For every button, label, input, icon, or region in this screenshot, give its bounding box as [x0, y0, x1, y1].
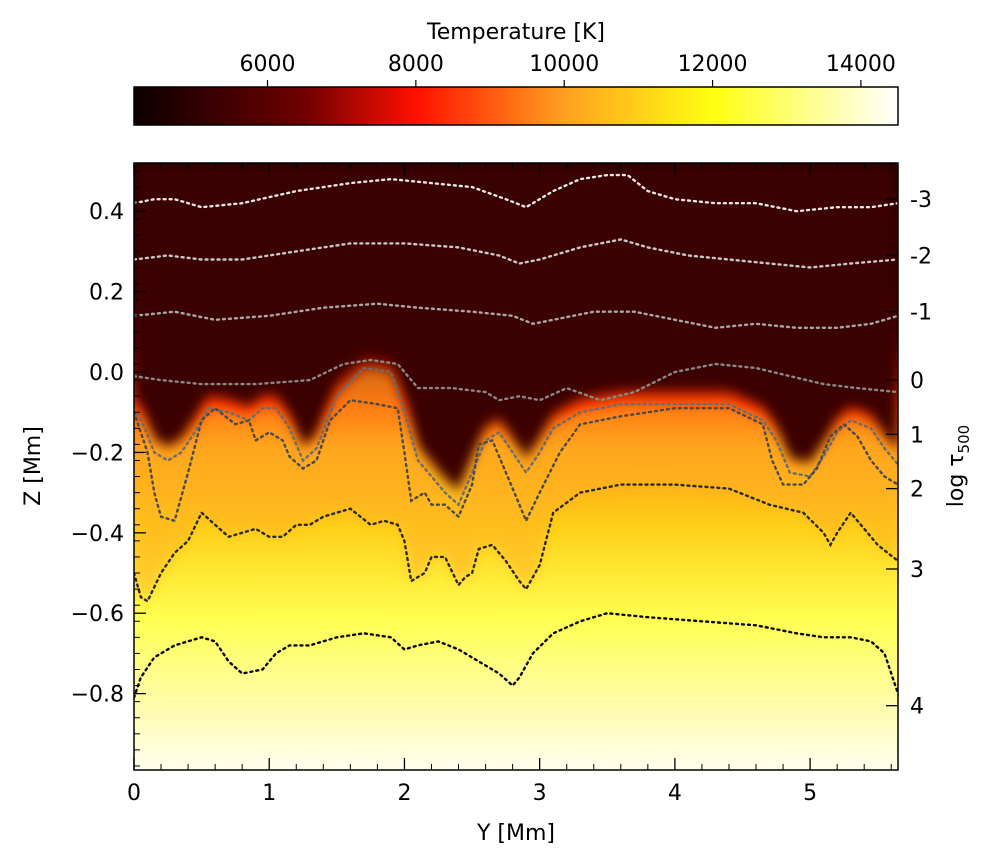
x-axis: 0 1 2 3 4 5 [127, 163, 892, 806]
log-tau-contours [134, 173, 898, 699]
contour-log-tau-3 [134, 483, 898, 603]
contour-log-tau-1 [134, 366, 898, 507]
contour-log-tau--1 [134, 302, 898, 330]
y-tick-label: −0.6 [71, 602, 124, 627]
y-tick-label: −0.8 [71, 683, 124, 708]
y-tick-label: 0.4 [89, 200, 124, 225]
colorbar-tick-label: 14000 [826, 52, 896, 77]
plot-frame [133, 162, 899, 771]
colorbar-tick-label: 12000 [678, 52, 748, 77]
tau-tick-label: 2 [910, 478, 924, 503]
log-tau-axis: -3 -2 -1 0 1 2 3 4 [886, 188, 932, 720]
y-tick-label: 0.2 [89, 281, 124, 306]
tau-tick-label: -1 [910, 301, 932, 326]
tau-tick-label: -3 [910, 188, 932, 213]
x-tick-label: 3 [533, 781, 547, 806]
y-axis: 0.4 0.2 0.0 −0.2 −0.4 −0.6 −0.8 [71, 170, 146, 767]
y-axis-label: Z [Mm] [21, 426, 46, 506]
tau-tick-label: -2 [910, 244, 932, 269]
contour-log-tau-4 [134, 611, 898, 699]
x-tick-label: 4 [668, 781, 682, 806]
heatmap-hot-lower-region [134, 368, 898, 602]
right-axis-label-subscript: 500 [955, 425, 973, 454]
colorbar-label: Temperature [K] [426, 20, 605, 45]
x-axis-label: Y [Mm] [476, 821, 555, 846]
contour-log-tau-2 [134, 398, 898, 524]
x-tick-label: 2 [397, 781, 411, 806]
x-tick-label: 5 [803, 781, 817, 806]
contour-log-tau-0 [134, 358, 898, 402]
x-tick-label: 0 [127, 781, 141, 806]
tau-tick-label: 1 [910, 423, 924, 448]
tau-tick-label: 4 [910, 695, 924, 720]
contour-log-tau--2 [134, 238, 898, 269]
colorbar-tick-label: 10000 [529, 52, 599, 77]
colorbar-tick-label: 6000 [240, 52, 296, 77]
y-tick-label: 0.0 [89, 361, 124, 386]
colorbar-tick-label: 8000 [388, 52, 444, 77]
plot-area: 0 1 2 3 4 5 0.4 0.2 0.0 −0.2 −0.4 −0.6 −0.8 -3 -2 -1 0… [71, 162, 932, 806]
tau-tick-label: 0 [910, 369, 924, 394]
heatmap-cool-upper-region [134, 163, 898, 491]
tau-tick-label: 3 [910, 558, 924, 583]
right-axis-label: log τ500 [944, 425, 973, 507]
colorbar-ticks: 6000 8000 10000 12000 14000 [240, 52, 896, 87]
colorbar [133, 86, 899, 126]
right-axis-label-main: log τ [944, 453, 969, 507]
x-tick-label: 1 [262, 781, 276, 806]
contour-log-tau--3 [134, 173, 898, 213]
y-tick-label: −0.2 [71, 441, 124, 466]
y-tick-label: −0.4 [71, 522, 124, 547]
